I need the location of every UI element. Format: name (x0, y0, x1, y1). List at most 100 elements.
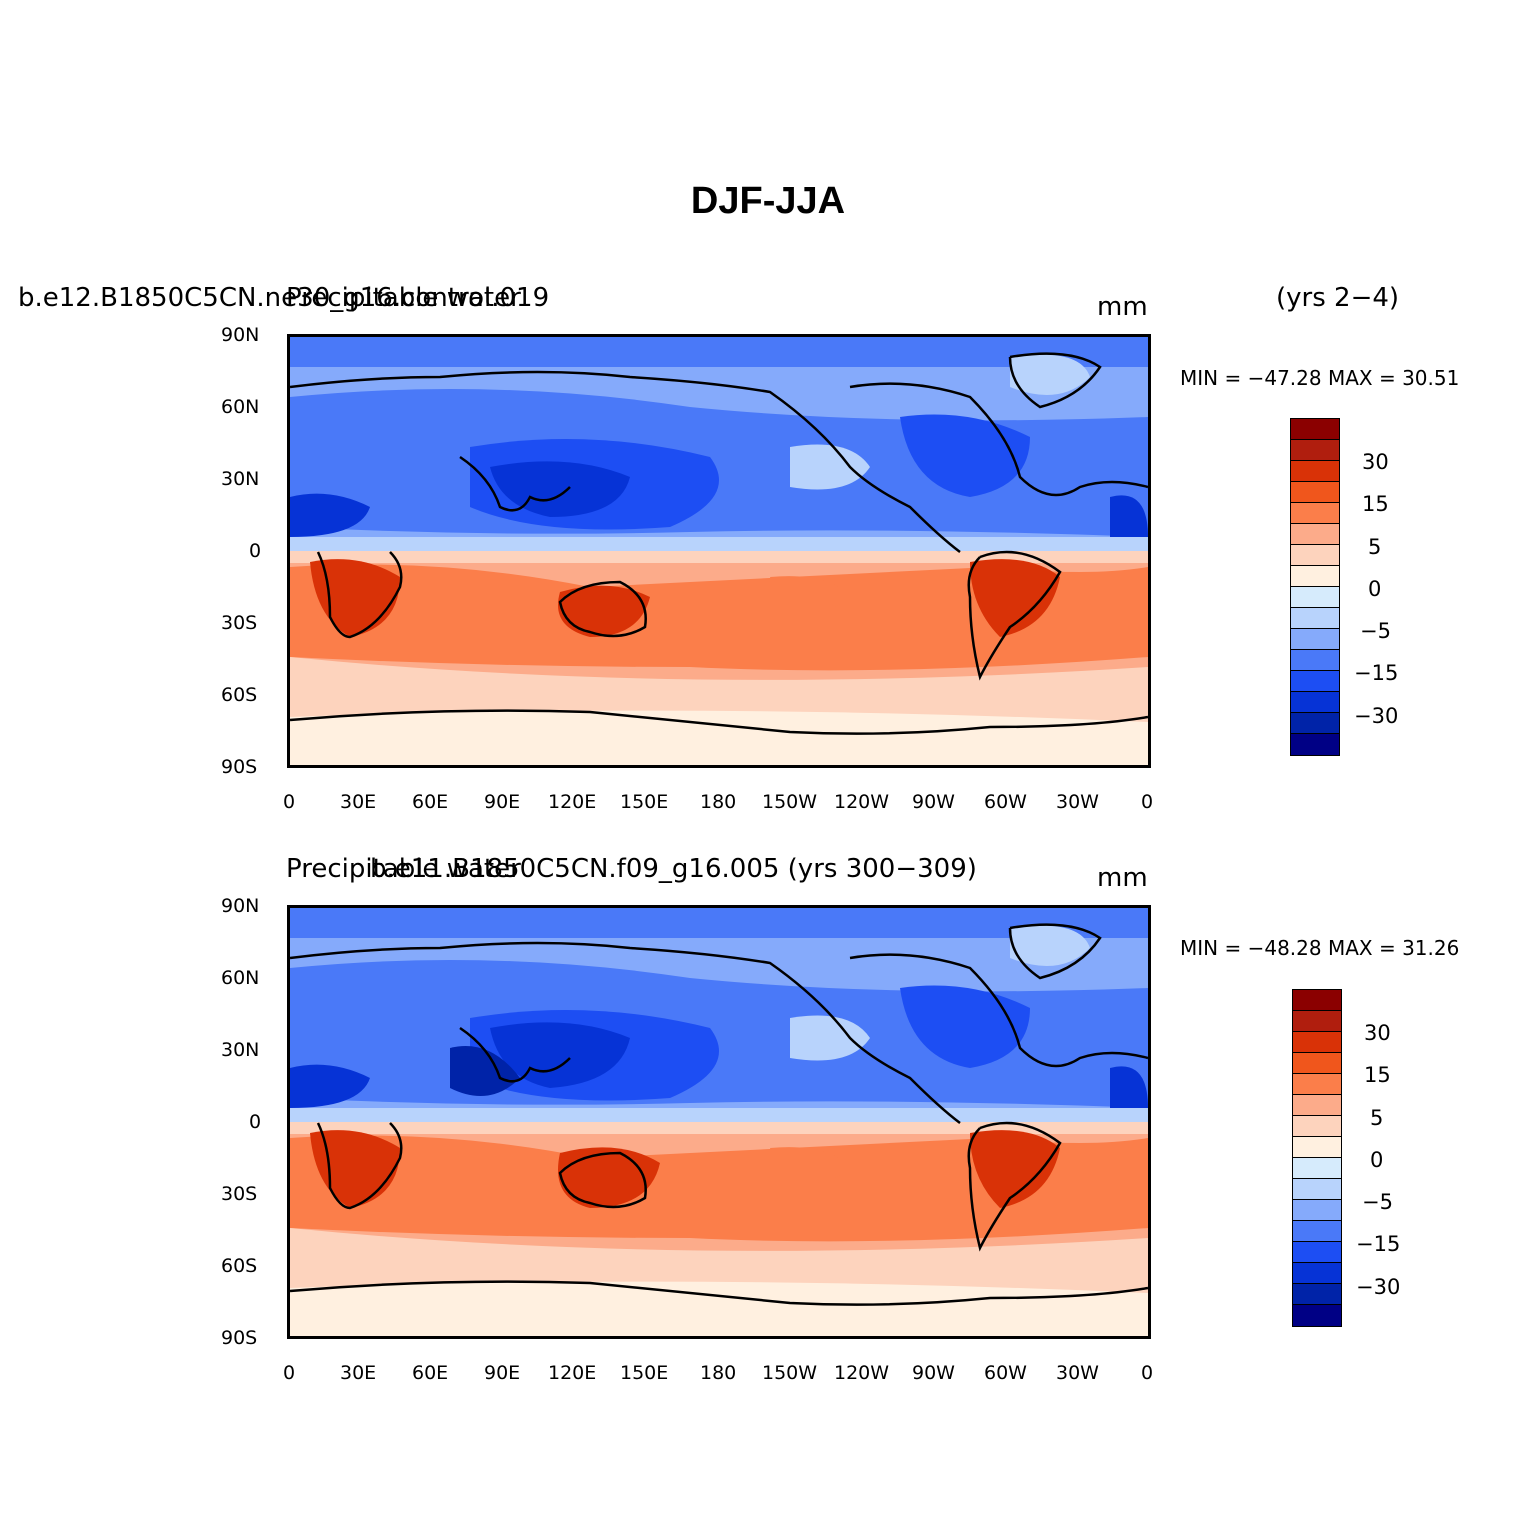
colorbar-box (1291, 587, 1339, 608)
panel-2-case-name: b.e11.B1850C5CN.f09_g16.005 (yrs 300−309… (370, 854, 977, 884)
colorbar-box (1293, 1305, 1341, 1326)
colorbar-box (1291, 482, 1339, 503)
panel-1-map (287, 334, 1151, 768)
panel-2-map (287, 905, 1151, 1339)
lon-label: 30E (340, 1362, 377, 1384)
colorbar-box (1293, 1053, 1341, 1074)
colorbar-label: 0 (1368, 577, 1382, 601)
lat-label: 60N (221, 396, 260, 418)
panel-2-colorbar (1292, 989, 1342, 1327)
colorbar-label: 15 (1364, 1063, 1391, 1087)
figure-title: DJF-JJA (690, 180, 846, 222)
lon-label: 60E (412, 791, 449, 813)
colorbar-box (1293, 1011, 1341, 1032)
lat-label: 60S (221, 684, 258, 706)
colorbar-box (1293, 1116, 1341, 1137)
colorbar-box (1291, 524, 1339, 545)
colorbar-box (1291, 545, 1339, 566)
lon-label: 0 (283, 1362, 296, 1384)
panel-1-units: mm (1097, 292, 1148, 322)
lat-label: 90N (221, 895, 260, 917)
colorbar-box (1291, 692, 1339, 713)
colorbar-label: −15 (1354, 661, 1399, 685)
colorbar-box (1293, 1221, 1341, 1242)
colorbar-box (1293, 1074, 1341, 1095)
colorbar-label: 30 (1362, 450, 1389, 474)
panel-2-minmax: MIN = −48.28 MAX = 31.26 (1180, 936, 1460, 960)
colorbar-box (1293, 1095, 1341, 1116)
colorbar-label: −30 (1354, 704, 1399, 728)
lon-label: 60E (412, 1362, 449, 1384)
lat-label: 90S (221, 1327, 258, 1349)
lon-label: 150E (620, 1362, 669, 1384)
lat-label: 30S (221, 612, 258, 634)
lon-label: 150W (762, 791, 818, 813)
colorbar-label: 30 (1364, 1021, 1391, 1045)
lat-label: 30S (221, 1183, 258, 1205)
panel-2-units: mm (1097, 863, 1148, 893)
panel-2-variable: Precipitable water (286, 854, 521, 884)
colorbar-box (1293, 1284, 1341, 1305)
colorbar-label: −30 (1356, 1275, 1401, 1299)
colorbar-box (1293, 1158, 1341, 1179)
lat-label: 30N (221, 468, 260, 490)
lon-label: 0 (1141, 791, 1154, 813)
colorbar-box (1291, 713, 1339, 734)
lat-label: 30N (221, 1039, 260, 1061)
lat-label: 90S (221, 756, 258, 778)
lon-label: 180 (700, 1362, 737, 1384)
lon-label: 180 (700, 791, 737, 813)
lat-label: 90N (221, 324, 260, 346)
lon-label: 120W (834, 1362, 890, 1384)
colorbar-box (1291, 671, 1339, 692)
colorbar-box (1293, 1179, 1341, 1200)
lon-label: 0 (283, 791, 296, 813)
lon-label: 60W (984, 1362, 1027, 1384)
lon-label: 30W (1056, 791, 1099, 813)
colorbar-box (1291, 650, 1339, 671)
lon-label: 30E (340, 791, 377, 813)
colorbar-label: −15 (1356, 1232, 1401, 1256)
lon-label: 60W (984, 791, 1027, 813)
colorbar-label: −5 (1360, 619, 1391, 643)
colorbar-label: 0 (1370, 1148, 1384, 1172)
lat-label: 0 (249, 1111, 262, 1133)
colorbar-label: −5 (1362, 1190, 1393, 1214)
lon-label: 90W (912, 791, 955, 813)
lon-label: 120E (548, 791, 597, 813)
colorbar-label: 5 (1370, 1106, 1384, 1130)
panel-1-years: (yrs 2−4) (1276, 283, 1400, 313)
lon-label: 90E (484, 791, 521, 813)
colorbar-box (1293, 1137, 1341, 1158)
lon-label: 120E (548, 1362, 597, 1384)
panel-1-colorbar (1290, 418, 1340, 756)
colorbar-box (1291, 608, 1339, 629)
lon-label: 150E (620, 791, 669, 813)
lon-label: 90W (912, 1362, 955, 1384)
colorbar-box (1291, 419, 1339, 440)
colorbar-box (1291, 734, 1339, 755)
colorbar-box (1291, 440, 1339, 461)
colorbar-box (1293, 1242, 1341, 1263)
lat-label: 60N (221, 967, 260, 989)
lon-label: 150W (762, 1362, 818, 1384)
panel-1-minmax: MIN = −47.28 MAX = 30.51 (1180, 366, 1460, 390)
panel-1-case-name: b.e12.B1850C5CN.ne30_g16.control.019 (18, 283, 550, 313)
colorbar-box (1293, 1032, 1341, 1053)
colorbar-box (1293, 990, 1341, 1011)
colorbar-label: 15 (1362, 492, 1389, 516)
colorbar-box (1291, 566, 1339, 587)
colorbar-box (1291, 629, 1339, 650)
colorbar-box (1293, 1263, 1341, 1284)
panel-1-variable: Precipitable water (286, 283, 521, 313)
lat-label: 60S (221, 1255, 258, 1277)
lon-label: 30W (1056, 1362, 1099, 1384)
colorbar-box (1291, 461, 1339, 482)
lon-label: 120W (834, 791, 890, 813)
lon-label: 0 (1141, 1362, 1154, 1384)
colorbar-box (1291, 503, 1339, 524)
colorbar-label: 5 (1368, 535, 1382, 559)
lon-label: 90E (484, 1362, 521, 1384)
colorbar-box (1293, 1200, 1341, 1221)
lat-label: 0 (249, 540, 262, 562)
